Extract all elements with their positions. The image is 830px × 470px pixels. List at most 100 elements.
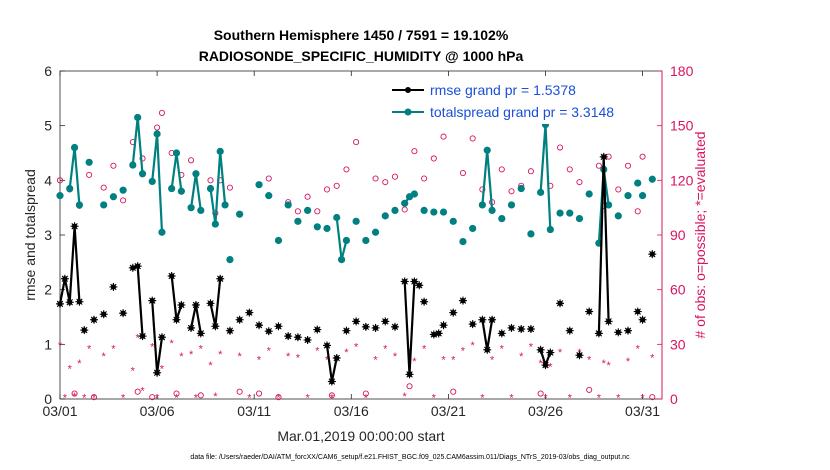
rmse-point <box>390 322 399 331</box>
totalspread-point <box>303 206 312 214</box>
obs-possible-marker <box>372 175 379 182</box>
totalspread-point <box>192 170 200 178</box>
rmse-point <box>75 297 84 306</box>
y-tick-label-right: 120 <box>670 172 694 188</box>
obs-evaluated-marker: * <box>422 343 427 355</box>
totalspread-point <box>236 210 244 218</box>
legend-spread-swatch <box>392 108 424 116</box>
rmse-point <box>109 282 118 291</box>
rmse-point-spoke <box>479 316 486 323</box>
rmse-point <box>371 323 380 332</box>
obs-possible-marker <box>328 392 335 399</box>
rmse-point-spoke <box>547 349 554 356</box>
totalspread-point <box>478 201 486 209</box>
obs-possible-marker <box>226 184 233 191</box>
totalspread-point <box>449 217 457 225</box>
obs-evaluated-marker: * <box>602 358 607 370</box>
obs-possible-marker <box>236 388 243 395</box>
obs-evaluated-marker: * <box>519 351 524 363</box>
obs-possible-marker <box>90 394 98 401</box>
rmse-point-spoke <box>440 321 447 329</box>
obs-possible-marker <box>440 133 447 140</box>
totalspread-point <box>109 193 118 201</box>
totalspread-point <box>537 188 545 196</box>
obs-possible-marker <box>459 169 467 177</box>
rmse-point-spoke <box>110 283 117 291</box>
obs-possible-marker <box>158 109 166 116</box>
rmse-point <box>216 274 225 283</box>
y-tick-label-left: 4 <box>44 172 52 188</box>
rmse-point <box>449 308 458 317</box>
obs-possible-marker <box>391 173 399 180</box>
y-tick-label-left: 6 <box>44 63 52 79</box>
totalspread-point <box>638 192 647 200</box>
rmse-point-spoke <box>416 282 423 289</box>
totalspread-point <box>158 228 166 236</box>
totalspread-point <box>255 181 263 189</box>
obs-evaluated-marker: * <box>199 343 204 355</box>
rmse-point-spoke <box>459 297 467 304</box>
rmse-point <box>284 332 293 341</box>
totalspread-point <box>556 209 564 217</box>
rmse-point-spoke <box>178 301 185 309</box>
y-axis-label-left: rmse and totalspread <box>22 169 38 301</box>
rmse-point-spoke <box>304 336 311 344</box>
obs-evaluated-marker: * <box>68 364 73 376</box>
totalspread-point <box>168 184 176 193</box>
obs-evaluated-marker: * <box>102 351 107 363</box>
obs-evaluated-marker: * <box>63 393 68 405</box>
rmse-point-spoke <box>284 332 292 340</box>
totalspread-point <box>371 228 380 236</box>
obs-possible-marker <box>634 208 641 215</box>
obs-evaluated-marker: * <box>194 393 199 405</box>
rmse-point <box>420 297 429 306</box>
rmse-point-spoke <box>508 324 515 332</box>
totalspread-point <box>634 179 642 187</box>
rmse-point-spoke <box>168 272 175 280</box>
obs-evaluated-marker: * <box>77 358 82 370</box>
rmse-point-spoke <box>352 318 360 325</box>
obs-possible-marker <box>595 162 602 169</box>
rmse-point <box>648 250 657 259</box>
rmse-point <box>60 274 69 283</box>
rmse-point <box>546 348 555 357</box>
y-tick-label-right: 30 <box>670 336 686 352</box>
obs-evaluated-marker: * <box>616 393 621 405</box>
totalspread-point <box>391 206 399 214</box>
rmse-point-spoke <box>362 323 370 331</box>
totalspread-point <box>211 220 219 228</box>
rmse-point-spoke <box>66 299 73 306</box>
obs-evaluated-marker: * <box>58 340 63 352</box>
obs-possible-marker <box>450 388 457 395</box>
rmse-point-spoke <box>314 326 321 333</box>
axis-ticks: 03/01 03/06 03/11 03/16 03/21 03/26 03/31 0 1 2 3 4… <box>42 63 693 419</box>
obs-evaluated-marker: * <box>150 342 155 354</box>
obs-possible-marker <box>639 153 646 160</box>
rmse-point-spoke <box>187 324 195 332</box>
rmse-point <box>614 328 623 337</box>
rmse-point-spoke <box>634 308 641 315</box>
obs-evaluated-marker: * <box>305 393 310 405</box>
totalspread-point <box>221 201 229 209</box>
obs-possible-marker <box>120 197 127 204</box>
totalspread-point <box>129 161 137 169</box>
y-tick-label-right: 180 <box>670 63 694 79</box>
rmse-point <box>536 345 545 354</box>
rmse-point <box>517 325 526 334</box>
data-file-footer: data file: /Users/raeder/DAI/ATM_forcXX/… <box>190 454 630 461</box>
rmse-point-spoke <box>488 316 496 323</box>
rmse-point-spoke <box>527 325 535 333</box>
rmse-point-spoke <box>333 354 340 362</box>
rmse-point-spoke <box>294 334 302 341</box>
rmse-point <box>478 315 487 324</box>
rmse-point <box>624 326 633 335</box>
obs-evaluated-marker: * <box>160 364 165 376</box>
obs-possible-marker <box>139 155 146 162</box>
rmse-point-spoke <box>275 323 282 330</box>
legend-spread-label: totalspread grand pr = 3.3148 <box>430 104 614 120</box>
obs-evaluated-marker: * <box>121 393 126 405</box>
obs-evaluated-marker: * <box>383 343 388 355</box>
rmse-point-spoke <box>450 309 457 316</box>
rmse-point <box>225 326 234 335</box>
totalspread-point <box>70 143 79 152</box>
